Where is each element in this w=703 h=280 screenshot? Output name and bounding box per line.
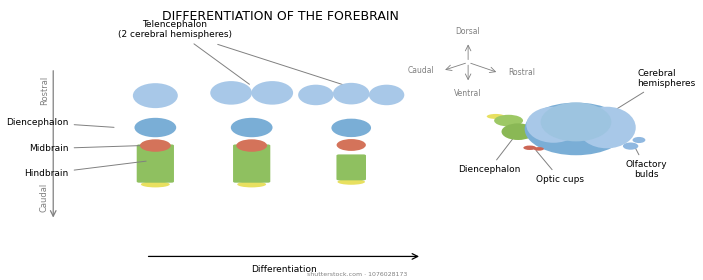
Text: shutterstock.com · 1076028173: shutterstock.com · 1076028173	[307, 272, 408, 277]
Ellipse shape	[578, 107, 636, 148]
Text: Olfactory
bulds: Olfactory bulds	[626, 148, 667, 179]
FancyBboxPatch shape	[337, 154, 366, 180]
Ellipse shape	[337, 179, 365, 185]
Ellipse shape	[331, 119, 371, 137]
Ellipse shape	[623, 143, 638, 150]
Ellipse shape	[523, 146, 536, 150]
Text: Rostral: Rostral	[40, 76, 49, 106]
Text: Telencephalon
(2 cerebral hemispheres): Telencephalon (2 cerebral hemispheres)	[117, 20, 250, 84]
Ellipse shape	[534, 147, 544, 151]
Ellipse shape	[210, 81, 252, 105]
Text: Ventral: Ventral	[454, 89, 482, 98]
Text: Caudal: Caudal	[408, 66, 434, 75]
Ellipse shape	[133, 83, 178, 108]
Ellipse shape	[333, 83, 370, 104]
Text: Differentiation: Differentiation	[251, 265, 316, 274]
Text: Caudal: Caudal	[40, 183, 49, 212]
Ellipse shape	[494, 115, 523, 126]
Ellipse shape	[633, 137, 645, 143]
Ellipse shape	[527, 107, 581, 143]
Ellipse shape	[134, 118, 176, 137]
Text: Dorsal: Dorsal	[456, 27, 480, 36]
Ellipse shape	[501, 123, 535, 140]
Ellipse shape	[369, 85, 404, 105]
Text: DIFFERENTIATION OF THE FOREBRAIN: DIFFERENTIATION OF THE FOREBRAIN	[162, 10, 399, 23]
FancyBboxPatch shape	[233, 144, 270, 183]
Text: Cerebral
hemispheres: Cerebral hemispheres	[614, 69, 695, 111]
Ellipse shape	[524, 102, 627, 155]
Text: Diencephalon: Diencephalon	[6, 118, 114, 127]
Ellipse shape	[236, 139, 267, 152]
Ellipse shape	[541, 102, 612, 141]
Ellipse shape	[141, 181, 170, 187]
Ellipse shape	[298, 85, 333, 105]
Text: Optic cups: Optic cups	[536, 150, 584, 184]
Ellipse shape	[337, 139, 366, 151]
Text: Hindbrain: Hindbrain	[25, 161, 146, 178]
Text: Midbrain: Midbrain	[29, 144, 140, 153]
Ellipse shape	[140, 139, 171, 152]
Text: Rostral: Rostral	[508, 68, 535, 77]
FancyBboxPatch shape	[136, 144, 174, 183]
Ellipse shape	[486, 114, 505, 119]
Ellipse shape	[252, 81, 293, 105]
Text: Diencephalon: Diencephalon	[458, 134, 520, 174]
Ellipse shape	[231, 118, 273, 137]
Ellipse shape	[237, 181, 266, 187]
